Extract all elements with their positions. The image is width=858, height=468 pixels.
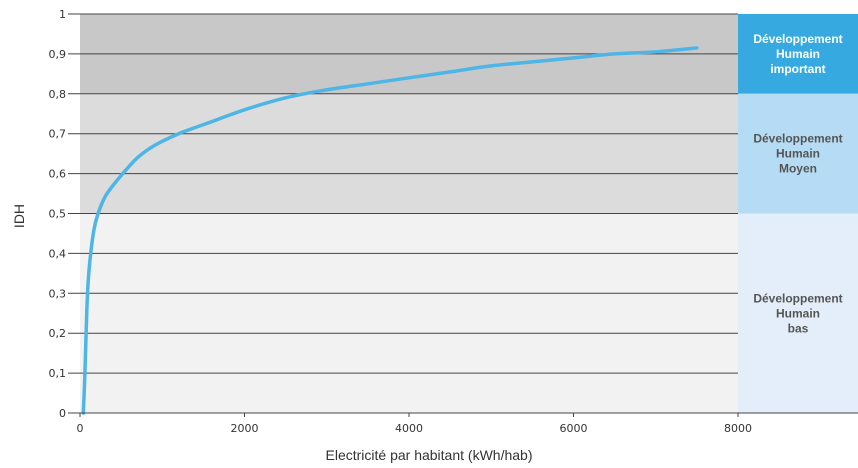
band-label-1-line-0: Développement bbox=[753, 132, 842, 146]
band-label-2-line-1: Humain bbox=[776, 306, 820, 320]
x-tick-label: 8000 bbox=[724, 422, 752, 435]
band-area-2 bbox=[80, 213, 738, 413]
band-side-2 bbox=[738, 213, 858, 413]
y-tick-label: 0,5 bbox=[49, 208, 67, 221]
y-tick-label: 0,8 bbox=[49, 88, 67, 101]
band-label-1-line-2: Moyen bbox=[779, 162, 817, 176]
band-label-2-line-0: Développement bbox=[753, 291, 842, 305]
band-labels: DéveloppementHumainimportantDéveloppemen… bbox=[753, 32, 842, 335]
y-tick-label: 0,6 bbox=[49, 168, 67, 181]
y-tick-label: 0,4 bbox=[49, 247, 67, 260]
data-series bbox=[81, 46, 699, 415]
band-label-0-line-1: Humain bbox=[776, 47, 820, 61]
band-label-0-line-0: Développement bbox=[753, 32, 842, 46]
y-tick-label: 1 bbox=[59, 8, 66, 21]
y-tick-label: 0 bbox=[59, 407, 66, 420]
band-label-2-line-2: bas bbox=[788, 321, 809, 335]
y-tick-label: 0,1 bbox=[49, 367, 67, 380]
x-tick-label: 4000 bbox=[395, 422, 423, 435]
x-tick-label: 2000 bbox=[231, 422, 259, 435]
y-tick-label: 0,3 bbox=[49, 287, 67, 300]
band-area-1 bbox=[80, 93, 738, 214]
y-tick-label: 0,7 bbox=[49, 128, 67, 141]
y-tick-label: 0,9 bbox=[49, 48, 67, 61]
x-axis-label: Electricité par habitant (kWh/hab) bbox=[326, 447, 533, 463]
x-tick-label: 6000 bbox=[560, 422, 588, 435]
x-tick-label: 0 bbox=[77, 422, 84, 435]
idh-curve-line-0 bbox=[81, 46, 699, 415]
band-side-0 bbox=[738, 14, 858, 94]
y-axis-label: IDH bbox=[11, 204, 27, 228]
band-side-1 bbox=[738, 93, 858, 214]
y-tick-label: 0,2 bbox=[49, 327, 67, 340]
band-label-1-line-1: Humain bbox=[776, 147, 820, 161]
development-bands bbox=[80, 14, 858, 413]
axes: 0 0,1 0,2 0,3 0,4 0,5 0,6 0,7 0,8 0,9 1 0 2000 4000 60… bbox=[49, 8, 858, 435]
band-label-0-line-2: important bbox=[770, 62, 825, 76]
